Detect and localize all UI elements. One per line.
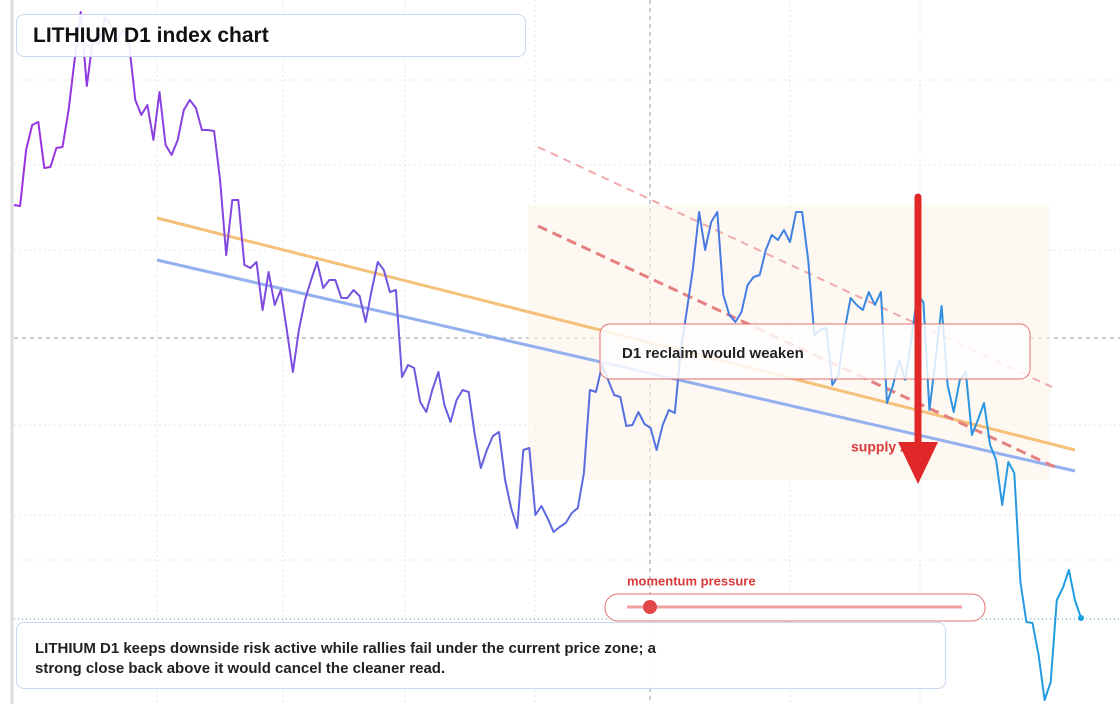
annotation-box	[599, 323, 1031, 380]
chart-title: LITHIUM D1 index chart	[16, 14, 526, 57]
meter-label: momentum pressure	[627, 573, 756, 588]
channel-line	[537, 146, 1053, 388]
annotation-text: D1 reclaim would weaken	[622, 345, 804, 362]
summary-text: LITHIUM D1 keeps downside risk active wh…	[35, 640, 657, 677]
last-point	[1078, 615, 1084, 621]
summary: LITHIUM D1 keeps downside risk active wh…	[16, 622, 946, 689]
meter-knob	[643, 600, 657, 614]
arrow	[898, 193, 938, 484]
